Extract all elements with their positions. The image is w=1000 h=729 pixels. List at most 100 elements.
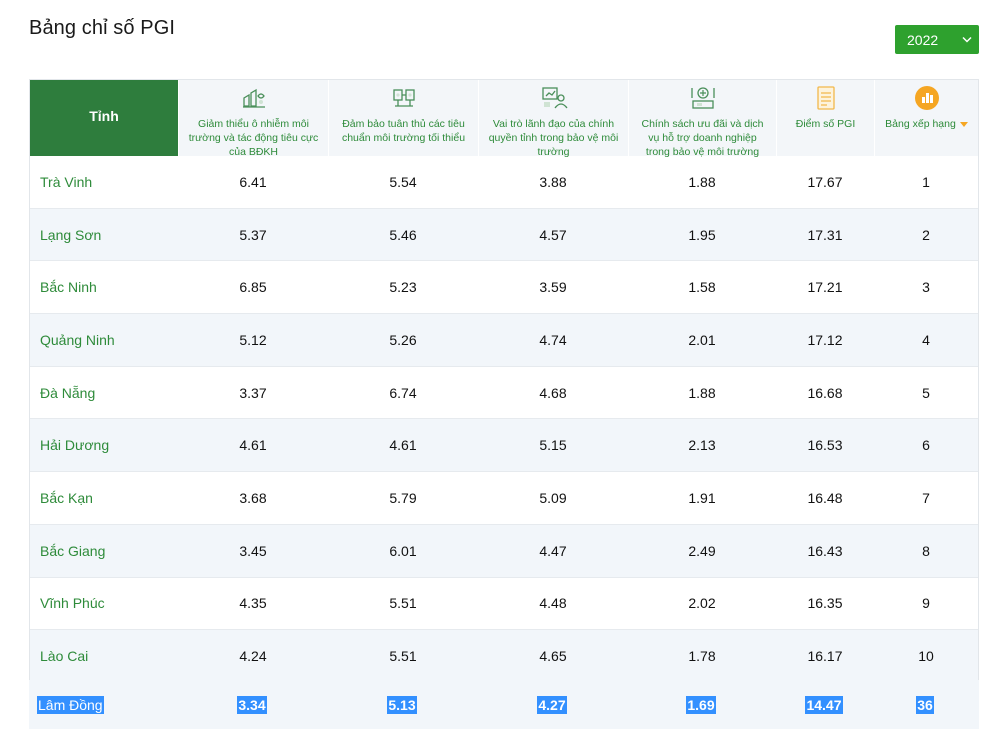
cell-value: 1.95 — [688, 226, 716, 243]
cell-rank: 9 — [922, 595, 930, 612]
province-link[interactable]: Lào Cai — [40, 648, 89, 665]
cell-value: 4.74 — [539, 331, 567, 348]
cell-value: 6.41 — [239, 173, 267, 190]
table-row: Vĩnh Phúc 4.35 5.51 4.48 2.02 16.35 9 — [30, 578, 978, 631]
cell-rank: 10 — [918, 648, 934, 665]
cell-rank: 4 — [922, 331, 930, 348]
cell-value: 4.24 — [239, 648, 267, 665]
cell-value: 5.51 — [389, 648, 417, 665]
cell-value: 6.01 — [389, 542, 417, 559]
table-row: Lạng Sơn 5.37 5.46 4.57 1.95 17.31 2 — [30, 208, 978, 262]
province-link[interactable]: Bắc Kạn — [40, 489, 93, 506]
cell-value: 3.34 — [237, 695, 267, 714]
cell-value: 6.74 — [389, 384, 417, 401]
province-link[interactable]: Bắc Ninh — [40, 279, 97, 296]
column-header-province[interactable]: Tỉnh — [30, 80, 178, 156]
highlighted-row: Lâm Đồng 3.34 5.13 4.27 1.69 14.47 36 — [29, 680, 979, 729]
cell-value: 3.88 — [539, 173, 567, 190]
cell-rank: 5 — [922, 384, 930, 401]
compliance-icon — [390, 84, 418, 112]
cell-value: 5.15 — [539, 437, 567, 454]
cell-value: 4.35 — [239, 595, 267, 612]
cell-value: 4.27 — [537, 695, 567, 714]
column-header-score[interactable]: Điểm số PGI — [776, 80, 874, 156]
cell-value: 3.37 — [239, 384, 267, 401]
cell-score: 16.53 — [807, 437, 843, 454]
province-link[interactable]: Đà Nẵng — [40, 384, 96, 401]
cell-rank: 2 — [922, 226, 930, 243]
cell-value: 5.79 — [389, 489, 417, 506]
cell-value: 4.57 — [539, 226, 567, 243]
score-icon — [812, 84, 840, 112]
cell-value: 1.69 — [686, 695, 716, 714]
chevron-down-icon — [962, 36, 972, 44]
cell-score: 16.68 — [807, 384, 843, 401]
cell-value: 4.68 — [539, 384, 567, 401]
cell-value: 5.26 — [389, 331, 417, 348]
cell-value: 4.65 — [539, 648, 567, 665]
cell-value: 4.48 — [539, 595, 567, 612]
cell-rank: 6 — [922, 437, 930, 454]
cell-score: 16.43 — [807, 542, 843, 559]
column-header-policy[interactable]: Chính sách ưu đãi và dịch vụ hỗ trợ doan… — [628, 80, 776, 158]
cell-value: 5.23 — [389, 279, 417, 296]
cell-value: 5.51 — [389, 595, 417, 612]
province-link[interactable]: Bắc Giang — [40, 542, 106, 559]
cell-value: 4.47 — [539, 542, 567, 559]
cell-score: 17.67 — [807, 173, 843, 190]
column-header-ranking[interactable]: Bảng xếp hạng — [874, 80, 978, 156]
column-header-pollution[interactable]: Giảm thiểu ô nhiễm môi trường và tác độn… — [178, 80, 328, 158]
policy-icon — [689, 84, 717, 112]
cell-value: 2.49 — [688, 542, 716, 559]
cell-rank: 8 — [922, 542, 930, 559]
cell-score: 17.12 — [807, 331, 843, 348]
cell-value: 5.13 — [387, 695, 417, 714]
table-row: Lào Cai 4.24 5.51 4.65 1.78 16.17 10 — [30, 630, 978, 683]
cell-value: 2.01 — [688, 331, 716, 348]
cell-value: 5.46 — [389, 226, 417, 243]
table-row: Bắc Ninh 6.85 5.23 3.59 1.58 17.21 3 — [30, 261, 978, 315]
cell-value: 1.88 — [688, 173, 716, 190]
cell-value: 3.68 — [239, 489, 267, 506]
cell-score: 17.21 — [807, 279, 843, 296]
cell-value: 4.61 — [239, 437, 267, 454]
province-link[interactable]: Lạng Sơn — [40, 226, 102, 243]
cell-value: 1.78 — [688, 648, 716, 665]
cell-value: 5.12 — [239, 331, 267, 348]
table-row: Bắc Kạn 3.68 5.79 5.09 1.91 16.48 7 — [30, 472, 978, 525]
cell-value: 6.85 — [239, 279, 267, 296]
sort-desc-icon[interactable] — [959, 122, 968, 127]
province-link[interactable]: Quảng Ninh — [40, 331, 115, 348]
pollution-icon — [240, 84, 268, 112]
cell-score: 17.31 — [807, 226, 843, 243]
cell-value: 5.54 — [389, 173, 417, 190]
table-row: Trà Vinh 6.41 5.54 3.88 1.88 17.67 1 — [30, 156, 978, 209]
province-link[interactable]: Trà Vinh — [40, 173, 93, 190]
table-row: Bắc Giang 3.45 6.01 4.47 2.49 16.43 8 — [30, 524, 978, 578]
cell-value: 3.59 — [539, 279, 567, 296]
province-link[interactable]: Lâm Đồng — [37, 695, 104, 714]
pgi-table: Tỉnh Giảm thiểu ô nhiễm môi trường và tá… — [29, 79, 979, 683]
column-header-compliance[interactable]: Đảm bảo tuân thủ các tiêu chuẩn môi trườ… — [328, 80, 478, 156]
cell-value: 4.61 — [389, 437, 417, 454]
cell-rank: 7 — [922, 489, 930, 506]
cell-value: 5.09 — [539, 489, 567, 506]
year-select[interactable]: 2022 — [895, 25, 979, 54]
cell-value: 1.88 — [688, 384, 716, 401]
year-select-value: 2022 — [907, 31, 939, 48]
cell-value: 3.45 — [239, 542, 267, 559]
cell-value: 5.37 — [239, 226, 267, 243]
province-link[interactable]: Hải Dương — [40, 437, 110, 454]
cell-score: 16.48 — [807, 489, 843, 506]
table-body: Trà Vinh 6.41 5.54 3.88 1.88 17.67 1 Lạn… — [30, 156, 978, 683]
province-link[interactable]: Vĩnh Phúc — [40, 595, 105, 612]
column-header-leadership[interactable]: Vai trò lãnh đạo của chính quyền tỉnh tr… — [478, 80, 628, 158]
table-row: Hải Dương 4.61 4.61 5.15 2.13 16.53 6 — [30, 419, 978, 473]
cell-rank: 36 — [916, 695, 934, 714]
table-row: Đà Nẵng 3.37 6.74 4.68 1.88 16.68 5 — [30, 367, 978, 420]
cell-score: 14.47 — [805, 695, 843, 714]
page-title: Bảng chỉ số PGI — [29, 17, 176, 39]
cell-value: 2.02 — [688, 595, 716, 612]
cell-value: 2.13 — [688, 437, 716, 454]
table-header: Tỉnh Giảm thiểu ô nhiễm môi trường và tá… — [30, 80, 978, 158]
